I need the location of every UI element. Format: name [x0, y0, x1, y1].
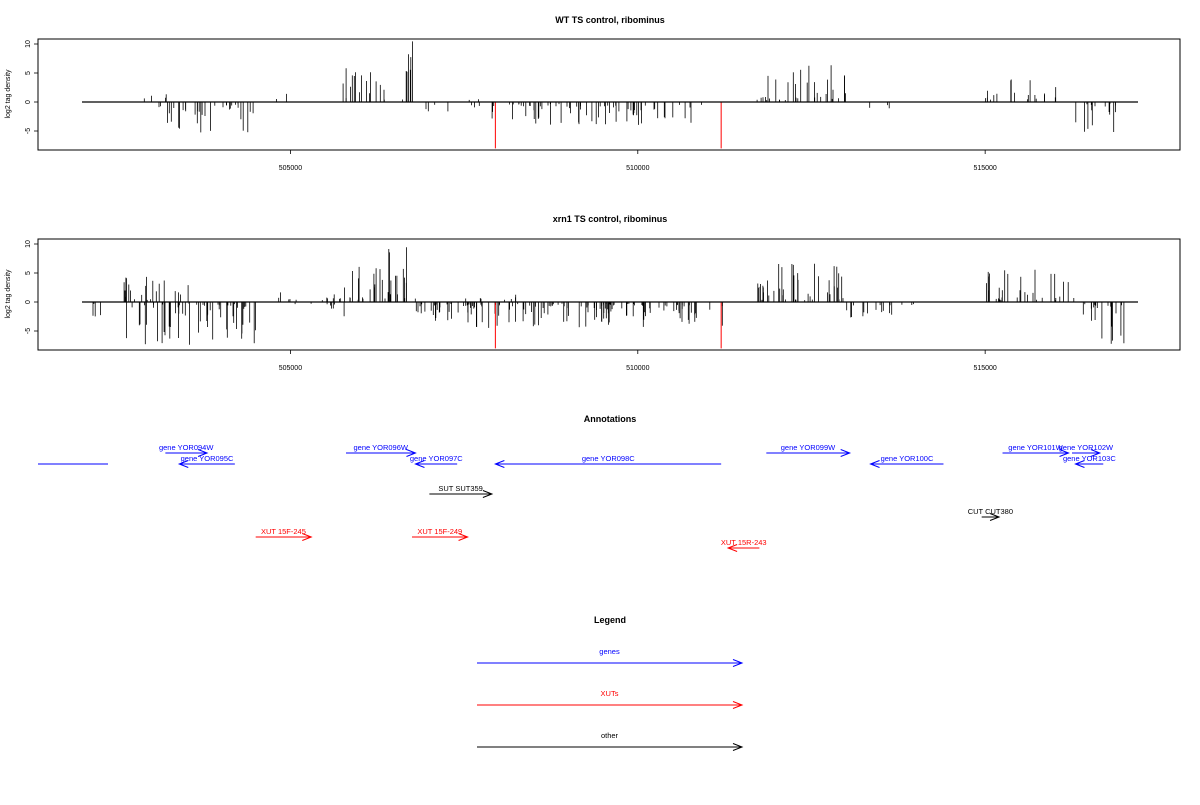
feature-arrowhead: [1074, 460, 1085, 468]
feature-label: XUT 15F-245: [261, 527, 306, 536]
legend-label: genes: [599, 647, 620, 656]
feature-arrowhead: [458, 533, 469, 541]
feature-label: gene YOR103C: [1063, 454, 1116, 463]
legend-arrowhead: [732, 659, 744, 667]
wt-track-panel: WT TS control, ribominus log2 tag densit…: [5, 15, 1181, 172]
x-tick-label: 510000: [626, 365, 649, 372]
feature-arrowhead: [482, 490, 494, 498]
wt-signal-bars: [143, 41, 1116, 149]
y-tick-label: 0: [25, 100, 32, 104]
y-tick-label: 5: [25, 71, 32, 75]
feature-arrowhead: [1090, 449, 1102, 457]
legend-items: genes XUTs other: [477, 647, 744, 751]
legend-item: genes: [477, 647, 744, 667]
xrn1-track-panel: xrn1 TS control, ribominus log2 tag dens…: [5, 214, 1181, 372]
annotation-feature: gene YOR102W: [1059, 443, 1114, 457]
feature-label: XUT 15F-249: [417, 527, 462, 536]
annotation-feature: gene YOR100C: [869, 454, 944, 468]
wt-y-axis-label: log2 tag density: [5, 69, 12, 119]
legend-label: XUTs: [601, 689, 619, 698]
y-tick-label: -5: [25, 128, 32, 134]
wt-axes: -5 0 5 10 505000 510000 515000: [25, 40, 1138, 172]
feature-label: gene YOR096W: [353, 443, 408, 452]
legend-label: other: [601, 731, 619, 740]
x-tick-label: 505000: [279, 165, 302, 172]
annotation-feature: XUT 15F-249: [412, 527, 469, 541]
legend-item: other: [477, 731, 744, 751]
legend-title: Legend: [594, 615, 626, 625]
y-tick-label: 10: [25, 240, 32, 248]
annotation-feature: gene YOR099W: [766, 443, 852, 457]
x-tick-label: 515000: [973, 365, 996, 372]
annotation-feature: gene YOR097C: [410, 454, 463, 468]
feature-label: XUT 15R-243: [721, 538, 767, 547]
xrn1-signal-bars: [92, 247, 1125, 349]
feature-arrowhead: [302, 533, 313, 541]
y-tick-label: 0: [25, 300, 32, 304]
annotation-feature: gene YOR095C: [177, 454, 235, 468]
feature-label: CUT CUT380: [968, 507, 1013, 516]
legend-arrowhead: [732, 743, 744, 751]
annotation-feature: XUT 15F-245: [255, 527, 313, 541]
legend-arrowhead: [732, 701, 744, 709]
feature-label: gene YOR100C: [881, 454, 934, 463]
feature-label: gene YOR094W: [159, 443, 214, 452]
feature-arrowhead: [493, 460, 505, 468]
annotation-feature: SUT SUT359: [429, 484, 494, 498]
feature-label: gene YOR098C: [582, 454, 635, 463]
annotation-feature: XUT 15R-243: [721, 538, 767, 552]
wt-plot-frame: [37, 38, 1181, 151]
annotation-feature: gene YOR094W: [159, 443, 214, 457]
annotations-panel: Annotations gene YOR094W gene YOR095C gene…: [38, 414, 1116, 552]
y-tick-label: 5: [25, 271, 32, 275]
annotation-feature: CUT CUT380: [968, 507, 1013, 521]
feature-arrowhead: [406, 449, 417, 457]
feature-arrowhead: [414, 460, 425, 468]
annotation-feature: gene YOR103C: [1063, 454, 1116, 468]
wt-track-title: WT TS control, ribominus: [555, 15, 665, 25]
feature-label: gene YOR099W: [781, 443, 836, 452]
x-tick-label: 510000: [626, 165, 649, 172]
legend-panel: Legend genes XUTs other: [477, 615, 744, 751]
annotation-feature: gene YOR101W: [1002, 443, 1070, 457]
feature-arrowhead: [840, 449, 852, 457]
feature-arrowhead: [197, 449, 209, 457]
xrn1-axes: -5 0 5 10 505000 510000 515000: [25, 240, 1138, 372]
annotation-feature: gene YOR096W: [346, 443, 417, 457]
y-tick-label: -5: [25, 328, 32, 334]
feature-label: gene YOR101W: [1008, 443, 1063, 452]
feature-label: gene YOR097C: [410, 454, 463, 463]
feature-label: gene YOR102W: [1059, 443, 1114, 452]
y-tick-label: 10: [25, 40, 32, 48]
feature-arrowhead: [726, 544, 738, 552]
x-tick-label: 515000: [973, 165, 996, 172]
annotation-feature: gene YOR098C: [493, 454, 722, 468]
xrn1-plot-frame: [37, 238, 1181, 351]
feature-arrowhead: [869, 460, 880, 468]
feature-arrowhead: [1059, 449, 1070, 457]
xrn1-track-title: xrn1 TS control, ribominus: [553, 214, 668, 224]
feature-arrowhead: [989, 513, 1001, 521]
xrn1-y-axis-label: log2 tag density: [5, 269, 12, 319]
feature-label: gene YOR095C: [181, 454, 234, 463]
feature-arrowhead: [177, 460, 189, 468]
feature-label: SUT SUT359: [438, 484, 482, 493]
x-tick-label: 505000: [279, 365, 302, 372]
legend-item: XUTs: [477, 689, 744, 709]
annotations-title: Annotations: [584, 414, 637, 424]
